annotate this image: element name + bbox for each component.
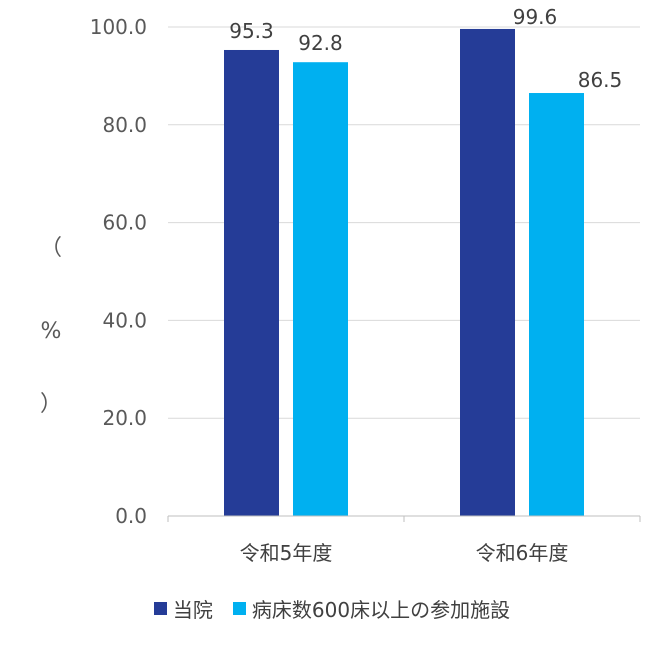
y-tick-labels: 0.0 20.0 40.0 60.0 80.0 100.0 bbox=[90, 15, 147, 528]
y-tick-label: 60.0 bbox=[102, 211, 147, 235]
y-tick-label: 20.0 bbox=[102, 406, 147, 430]
legend-label-hospital: 当院 bbox=[172, 598, 213, 622]
x-axis: 令和5年度 令和6年度 bbox=[167, 515, 641, 565]
data-label: 95.3 bbox=[229, 19, 274, 43]
data-label: 86.5 bbox=[578, 68, 623, 92]
data-label: 99.6 bbox=[513, 5, 558, 29]
legend: 当院 病床数600床以上の参加施設 bbox=[0, 594, 664, 623]
legend-item-peer: 病床数600床以上の参加施設 bbox=[232, 594, 511, 623]
bar bbox=[293, 62, 348, 516]
legend-label-peer: 病床数600床以上の参加施設 bbox=[251, 598, 511, 622]
y-tick-label: 100.0 bbox=[90, 15, 147, 39]
data-label: 92.8 bbox=[298, 31, 343, 55]
legend-item-hospital: 当院 bbox=[153, 594, 213, 623]
y-tick-label: 0.0 bbox=[115, 504, 147, 528]
x-category-label: 令和5年度 bbox=[240, 541, 333, 565]
y-axis-label-close: ） bbox=[40, 392, 62, 417]
x-category-label: 令和6年度 bbox=[476, 541, 569, 565]
bar bbox=[460, 28, 515, 517]
y-tick-label: 40.0 bbox=[102, 308, 147, 332]
bar bbox=[224, 49, 279, 516]
data-labels: 95.3 92.8 99.6 86.5 bbox=[229, 5, 622, 92]
y-axis-label: （ % ） bbox=[40, 236, 62, 417]
bars bbox=[224, 28, 584, 517]
bar bbox=[529, 93, 584, 516]
y-tick-label: 80.0 bbox=[102, 113, 147, 137]
y-axis-label-unit: % bbox=[41, 319, 62, 344]
legend-swatch-hospital bbox=[153, 602, 167, 615]
legend-swatch-peer bbox=[232, 602, 246, 615]
y-axis-label-open: （ bbox=[40, 236, 62, 261]
